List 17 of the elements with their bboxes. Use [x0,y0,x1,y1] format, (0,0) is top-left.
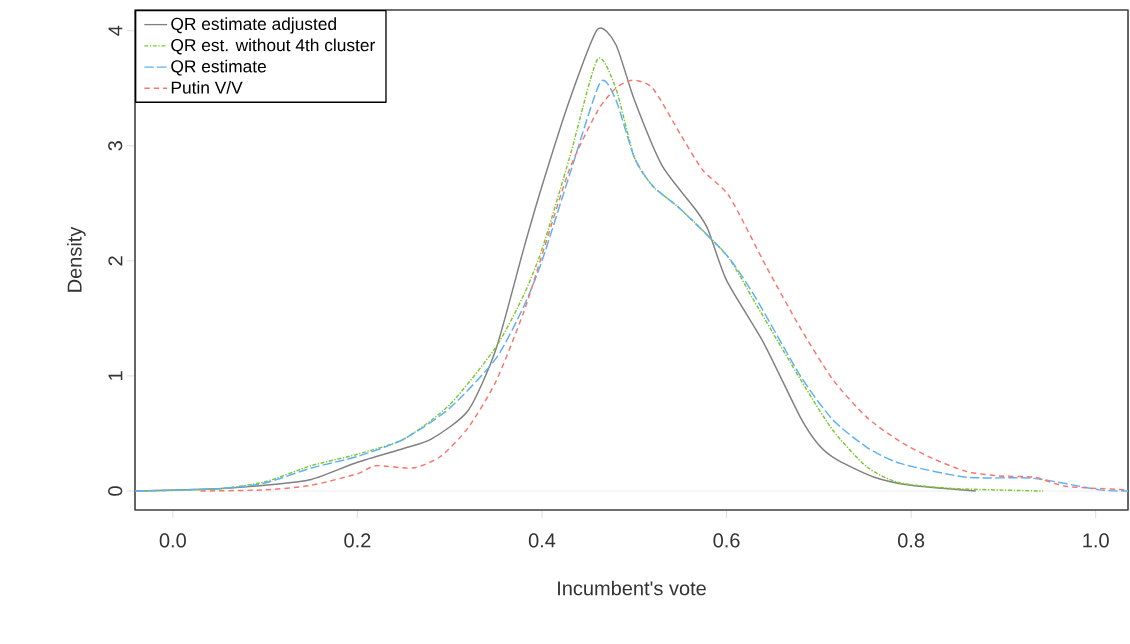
y-tick-label: 3 [108,141,123,151]
x-tick-label: 0.2 [344,533,371,548]
legend-label: QR estimate [171,59,266,76]
x-tick-label: 0.8 [898,533,925,548]
legend-label: QR estimate adjusted [171,17,336,34]
y-axis-title: Density [67,226,86,292]
x-tick-label: 0.0 [159,533,186,548]
legend-label: Putin V/V [171,81,243,94]
legend-label: QR est. without 4th cluster [171,38,375,55]
x-axis-title: Incumbent's vote [558,580,706,596]
y-tick-label: 4 [108,25,123,36]
y-tick-label: 2 [108,256,123,266]
x-tick-label: 0.6 [713,533,740,548]
y-tick-label: 0 [108,486,123,496]
x-tick-label: 0.4 [528,533,556,548]
y-tick-label: 1 [108,371,123,380]
x-tick-label: 1.0 [1083,533,1109,548]
